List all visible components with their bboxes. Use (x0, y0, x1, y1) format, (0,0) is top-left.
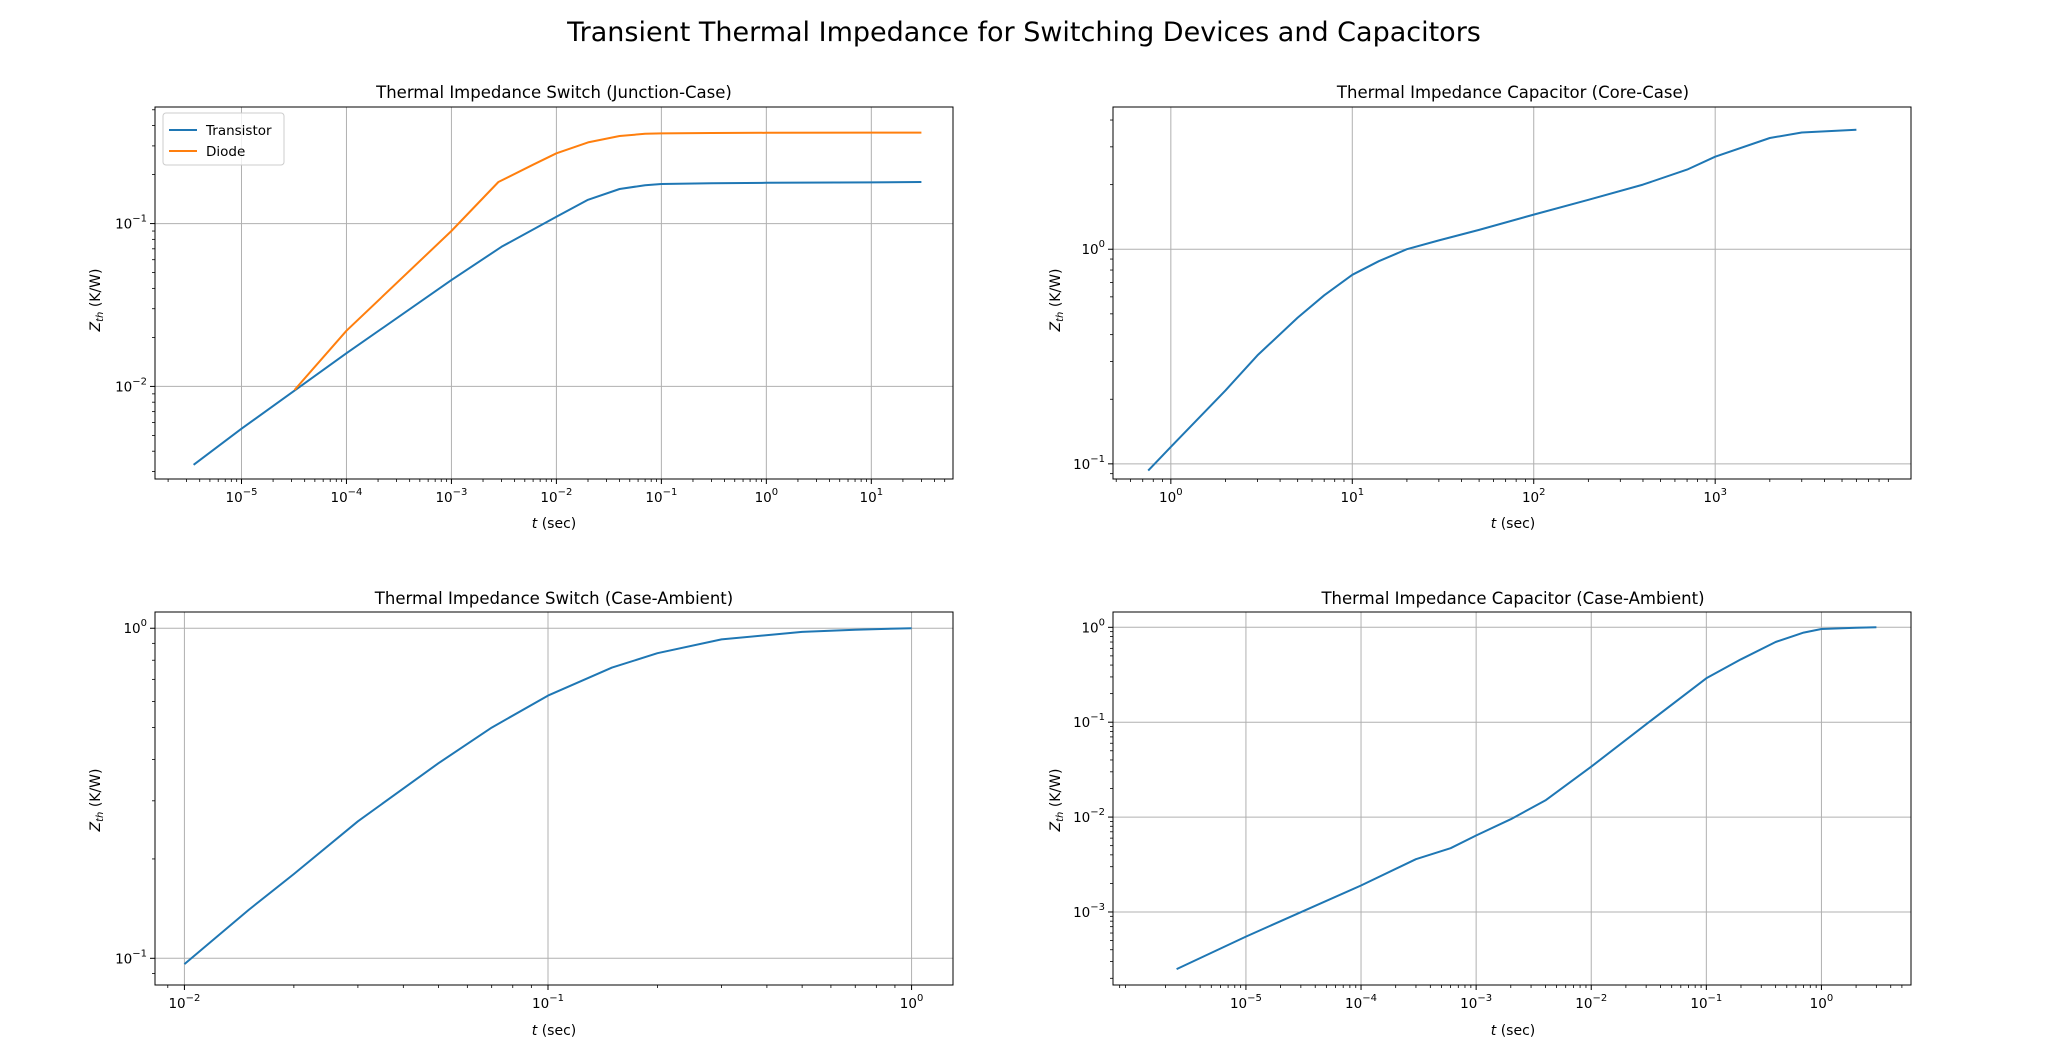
chart-switch-junction-case: Thermal Impedance Switch (Junction-Case)… (88, 83, 954, 532)
y-tick-label: 10−1 (1073, 712, 1105, 731)
x-axis-label: t (sec) (532, 1023, 576, 1039)
plot-frame (154, 106, 954, 480)
legend-label: Transistor (205, 123, 272, 139)
y-tick-label: 100 (123, 618, 147, 637)
x-tick-label: 10−4 (1345, 993, 1377, 1012)
x-tick-label: 10−5 (226, 487, 258, 506)
x-tick-label: 10−2 (540, 487, 572, 506)
x-tick-label: 100 (900, 993, 924, 1012)
series-line-diode (293, 131, 922, 391)
x-axis-label: t (sec) (1491, 516, 1535, 532)
chart-title: Thermal Impedance Switch (Case-Ambient) (374, 589, 733, 608)
x-axis-label: t (sec) (532, 516, 576, 532)
x-tick-label: 100 (755, 487, 779, 506)
x-tick-label: 10−1 (645, 487, 677, 506)
series-line-1 (1147, 128, 1857, 472)
y-tick-label: 10−2 (115, 376, 147, 395)
y-axis-label: Zth (K/W) (1048, 769, 1066, 833)
chart-capacitor-case-ambient: Thermal Impedance Capacitor (Case-Ambien… (1048, 589, 1912, 1039)
x-tick-label: 10−5 (1230, 993, 1262, 1012)
series-line-1 (1176, 626, 1877, 971)
plot-frame (1112, 106, 1912, 480)
chart-switch-case-ambient: Thermal Impedance Switch (Case-Ambient) … (88, 589, 954, 1039)
x-tick-label: 10−1 (1690, 993, 1722, 1012)
x-axis-label: t (sec) (1491, 1023, 1535, 1039)
y-tick-label: 10−1 (115, 214, 147, 233)
x-tick-label: 101 (1341, 487, 1365, 506)
y-axis-label: Zth (K/W) (1048, 269, 1066, 333)
x-tick-label: 10−2 (1575, 993, 1607, 1012)
y-tick-label: 10−1 (115, 948, 147, 967)
y-axis-label: Zth (K/W) (88, 269, 106, 333)
y-tick-label: 10−1 (1073, 454, 1105, 473)
x-tick-label: 100 (1159, 487, 1183, 506)
x-tick-label: 103 (1703, 487, 1727, 506)
plot-frame (154, 611, 954, 986)
x-tick-label: 101 (860, 487, 884, 506)
x-tick-label: 102 (1522, 487, 1546, 506)
y-tick-label: 10−2 (1073, 807, 1105, 826)
chart-title: Thermal Impedance Capacitor (Case-Ambien… (1320, 589, 1704, 608)
plot-frame (1112, 611, 1912, 986)
x-tick-label: 10−2 (168, 993, 200, 1012)
grid (1113, 107, 1911, 479)
series-line-1 (183, 627, 912, 965)
figure-title: Transient Thermal Impedance for Switchin… (566, 17, 1481, 48)
y-tick-label: 100 (1081, 239, 1105, 258)
x-tick-label: 10−4 (330, 487, 362, 506)
grid (155, 107, 953, 479)
legend: Transistor Diode (162, 112, 285, 166)
x-tick-label: 10−3 (1460, 993, 1492, 1012)
y-tick-label: 100 (1081, 617, 1105, 636)
x-tick-label: 10−1 (532, 993, 564, 1012)
chart-title: Thermal Impedance Capacitor (Core-Case) (1336, 83, 1689, 102)
chart-title: Thermal Impedance Switch (Junction-Case) (375, 83, 732, 102)
grid (1113, 612, 1911, 985)
series-line-transistor (192, 181, 922, 466)
legend-label: Diode (206, 144, 245, 160)
y-axis-label: Zth (K/W) (88, 769, 106, 833)
y-tick-label: 10−3 (1073, 902, 1105, 921)
x-tick-label: 100 (1810, 993, 1834, 1012)
grid (155, 612, 953, 985)
chart-capacitor-core-case: Thermal Impedance Capacitor (Core-Case) … (1048, 83, 1912, 532)
x-tick-label: 10−3 (435, 487, 467, 506)
